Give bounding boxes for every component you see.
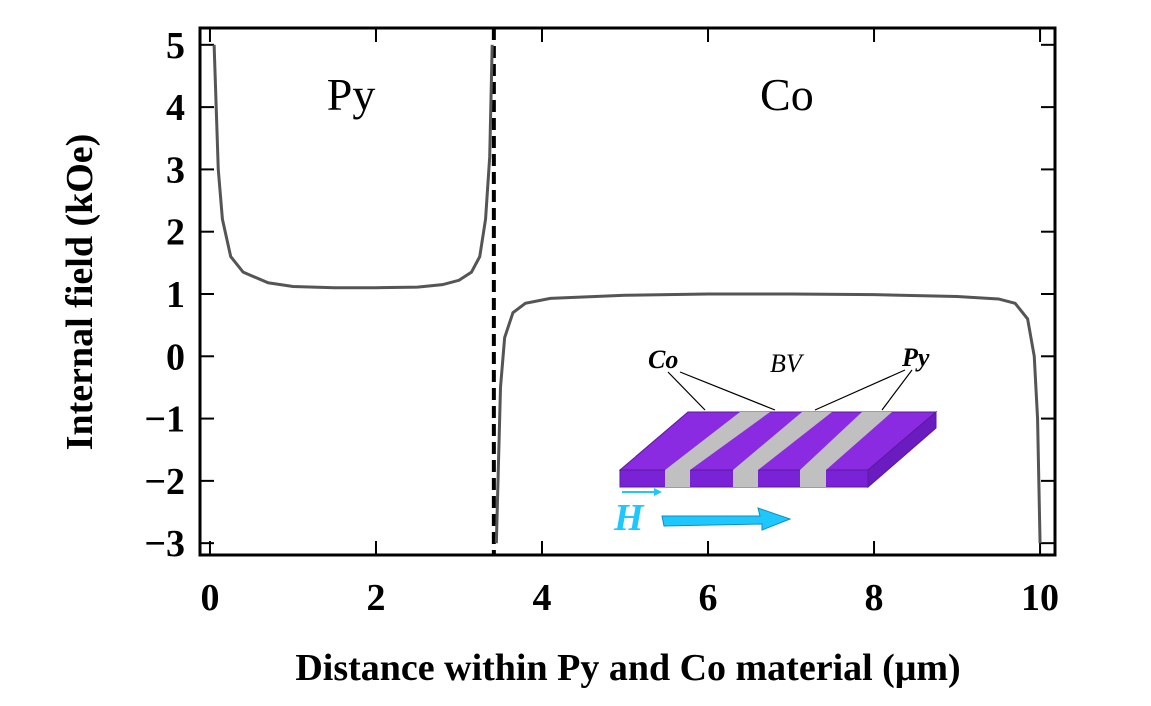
y-tick-label: 5 bbox=[166, 25, 185, 67]
x-tick-label: 10 bbox=[1021, 577, 1059, 619]
y-tick-label: −3 bbox=[144, 523, 185, 565]
y-tick-label: −1 bbox=[144, 399, 185, 441]
y-tick-label: −2 bbox=[144, 461, 185, 503]
stripe-front bbox=[800, 470, 826, 487]
inset-label: BV bbox=[770, 349, 805, 378]
x-tick-label: 4 bbox=[533, 577, 552, 619]
y-tick-label: 1 bbox=[166, 274, 185, 316]
chart: Distance within Py and Co material (μm) … bbox=[0, 0, 1151, 701]
y-axis-title: Internal field (kOe) bbox=[59, 134, 101, 451]
inset-label: H bbox=[613, 497, 645, 539]
y-tick-label: 0 bbox=[166, 336, 185, 378]
y-tick-label: 4 bbox=[166, 87, 185, 129]
x-axis-title: Distance within Py and Co material (μm) bbox=[295, 647, 960, 689]
inset-diagram: Co BV Py H bbox=[613, 343, 936, 539]
field-arrow bbox=[662, 508, 790, 530]
y-tick-label: 2 bbox=[166, 212, 185, 254]
h-vector-arrowhead bbox=[654, 488, 662, 496]
stripe-front bbox=[733, 470, 758, 487]
x-tick-label: 8 bbox=[865, 577, 884, 619]
x-tick-label: 0 bbox=[200, 577, 219, 619]
x-tick-label: 6 bbox=[699, 577, 718, 619]
inset-label: Py bbox=[901, 343, 930, 372]
x-tick-label: 2 bbox=[366, 577, 385, 619]
region-label: Co bbox=[760, 69, 814, 120]
region-label: Py bbox=[327, 69, 376, 120]
stripe-front bbox=[665, 470, 690, 487]
inset-label: Co bbox=[648, 345, 678, 374]
y-tick-label: 3 bbox=[166, 149, 185, 191]
